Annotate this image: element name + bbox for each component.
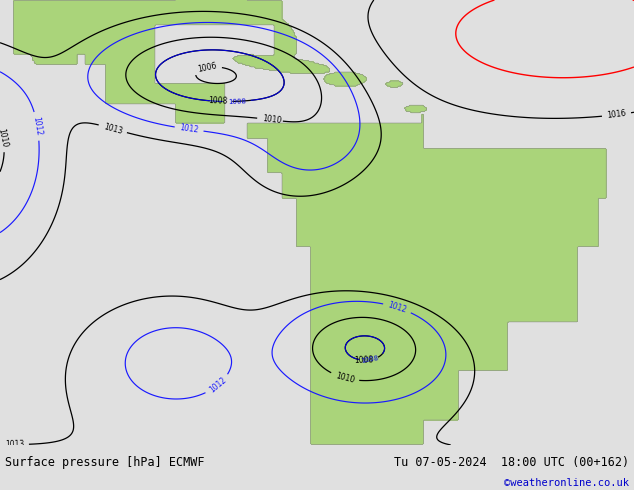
Text: 1008: 1008 <box>208 97 228 106</box>
Text: Surface pressure [hPa] ECMWF: Surface pressure [hPa] ECMWF <box>5 456 205 469</box>
Text: 1008: 1008 <box>354 355 373 365</box>
Text: 1010: 1010 <box>0 127 10 148</box>
Text: 1008: 1008 <box>228 98 246 105</box>
Text: 1012: 1012 <box>207 375 228 394</box>
Text: 1008: 1008 <box>361 355 380 364</box>
Text: 1012: 1012 <box>31 116 43 136</box>
Text: Tu 07-05-2024  18:00 UTC (00+162): Tu 07-05-2024 18:00 UTC (00+162) <box>394 456 629 469</box>
Text: ©weatheronline.co.uk: ©weatheronline.co.uk <box>504 478 629 488</box>
Text: 1012: 1012 <box>387 300 408 315</box>
Text: 1010: 1010 <box>262 114 281 125</box>
Text: 1006: 1006 <box>197 61 217 74</box>
Text: 1013: 1013 <box>102 122 123 136</box>
Text: 1013: 1013 <box>4 440 24 449</box>
Text: 1010: 1010 <box>334 371 355 385</box>
Text: 1016: 1016 <box>607 109 626 120</box>
Text: 1012: 1012 <box>179 123 199 135</box>
